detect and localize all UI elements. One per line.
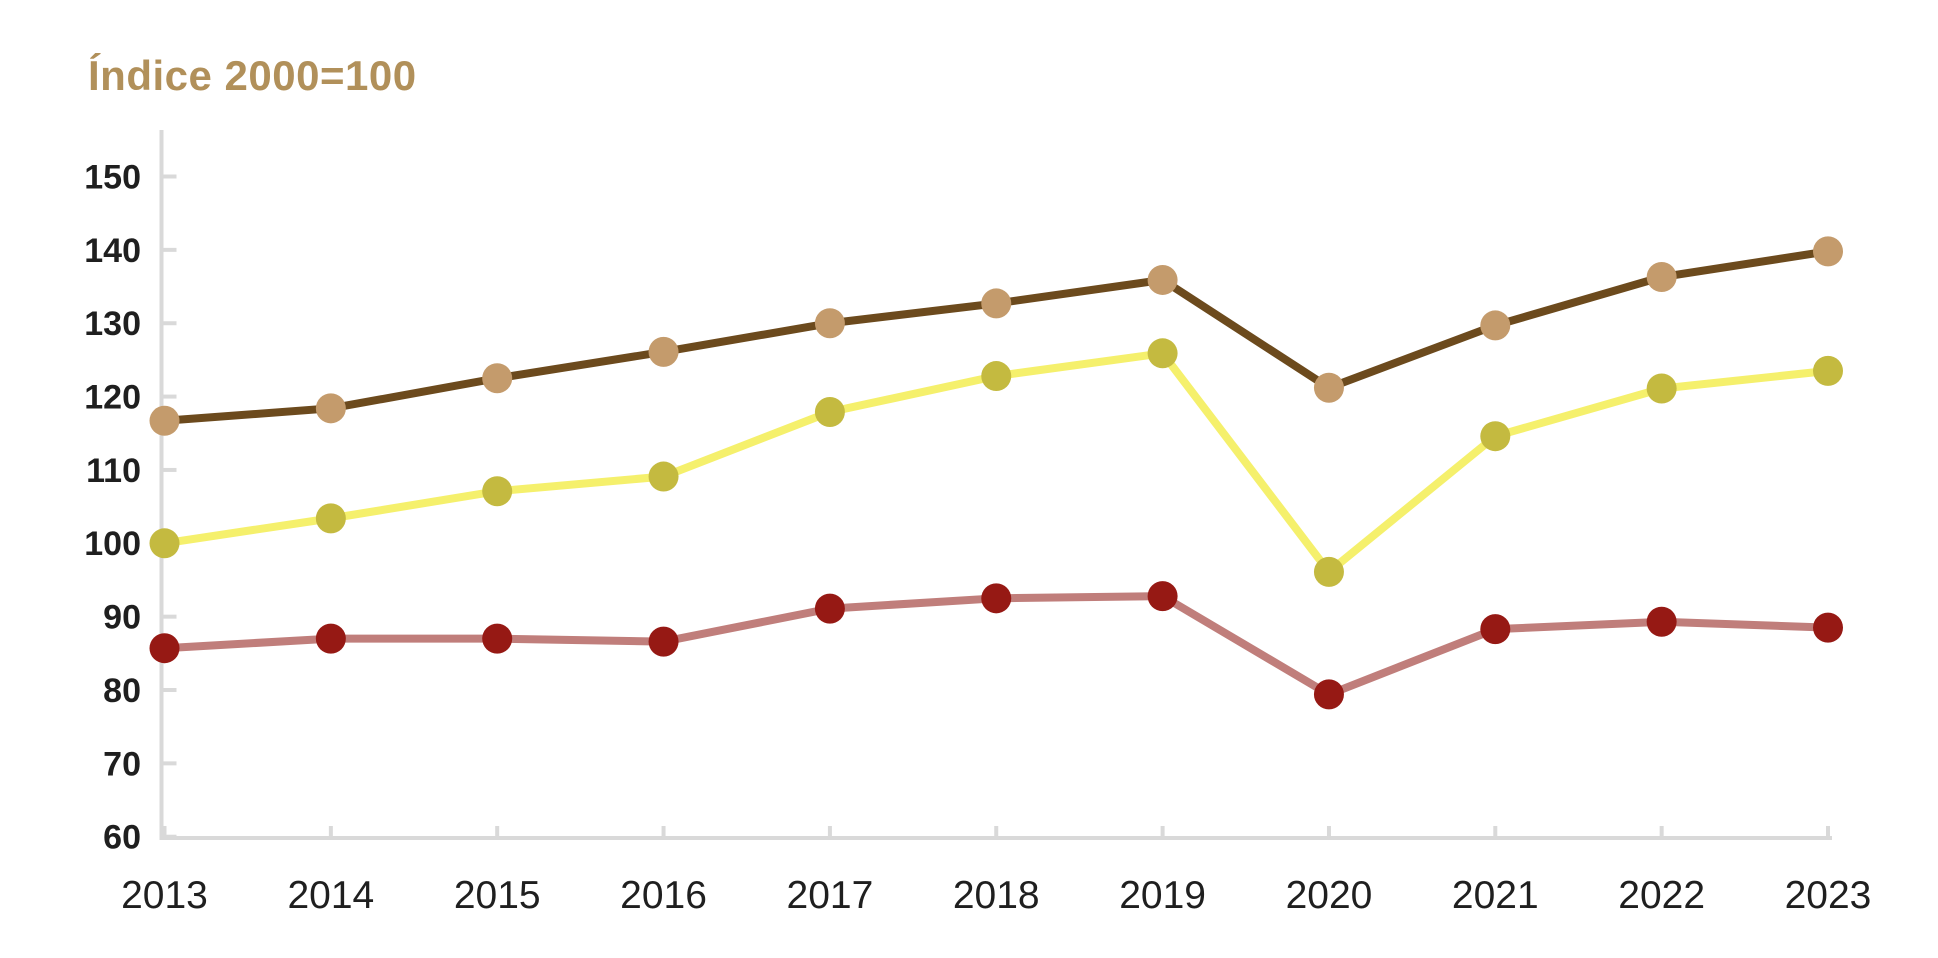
data-point-yellow-2018: [981, 361, 1012, 392]
y-tick-label-120: 120: [84, 378, 141, 416]
y-tick-label-110: 110: [86, 452, 141, 490]
data-point-red-2017: [814, 593, 845, 624]
series-brown-line: [164, 247, 1829, 425]
x-tick-label-2016: 2016: [620, 874, 707, 917]
y-tick-label-140: 140: [84, 232, 141, 270]
x-tick-label-2017: 2017: [787, 874, 874, 917]
y-tick-label-60: 60: [103, 819, 141, 857]
data-point-yellow-2014: [315, 503, 346, 534]
x-tick-label-2020: 2020: [1286, 874, 1373, 917]
data-point-brown-2017: [814, 308, 845, 339]
data-point-brown-2013: [149, 405, 180, 436]
data-point-brown-2016: [648, 336, 679, 367]
y-tick-label-130: 130: [84, 305, 141, 343]
y-tick-label-70: 70: [103, 745, 141, 783]
x-tick-label-2015: 2015: [454, 874, 541, 917]
y-tick-label-80: 80: [103, 672, 141, 710]
data-point-red-2023: [1813, 612, 1843, 643]
data-point-red-2022: [1646, 606, 1677, 637]
data-point-brown-2021: [1480, 310, 1511, 341]
data-point-red-2021: [1480, 614, 1511, 645]
data-point-yellow-2016: [648, 461, 679, 492]
x-tick-label-2013: 2013: [121, 874, 208, 917]
data-point-red-2015: [482, 623, 513, 654]
data-point-brown-2023: [1813, 236, 1843, 267]
data-point-yellow-2022: [1646, 373, 1677, 404]
data-point-yellow-2020: [1313, 556, 1344, 587]
x-tick-label-2022: 2022: [1618, 874, 1705, 917]
data-point-red-2016: [648, 626, 679, 657]
data-point-brown-2018: [981, 288, 1012, 319]
x-tick-label-2019: 2019: [1119, 874, 1206, 917]
data-point-red-2019: [1147, 581, 1178, 612]
data-point-red-2014: [315, 623, 346, 654]
data-point-yellow-2021: [1480, 421, 1511, 452]
data-point-brown-2022: [1646, 262, 1677, 293]
data-point-yellow-2015: [482, 476, 513, 507]
y-tick-label-150: 150: [84, 158, 141, 196]
x-tick-label-2014: 2014: [287, 874, 374, 917]
y-tick-label-90: 90: [103, 599, 141, 637]
x-tick-label-2021: 2021: [1452, 874, 1539, 917]
data-point-brown-2019: [1147, 264, 1178, 295]
data-point-yellow-2017: [814, 396, 845, 427]
data-point-red-2013: [149, 633, 180, 664]
data-point-yellow-2013: [149, 528, 180, 559]
data-point-red-2018: [981, 583, 1012, 614]
x-tick-label-2023: 2023: [1785, 874, 1872, 917]
data-point-yellow-2019: [1147, 338, 1178, 369]
x-tick-label-2018: 2018: [953, 874, 1040, 917]
y-tick-label-100: 100: [84, 525, 141, 563]
data-point-yellow-2023: [1813, 355, 1843, 386]
data-point-brown-2014: [315, 393, 346, 424]
data-point-brown-2015: [482, 363, 513, 394]
data-point-red-2020: [1313, 679, 1344, 710]
chart-title: Índice 2000=100: [88, 52, 417, 99]
data-point-brown-2020: [1313, 372, 1344, 403]
